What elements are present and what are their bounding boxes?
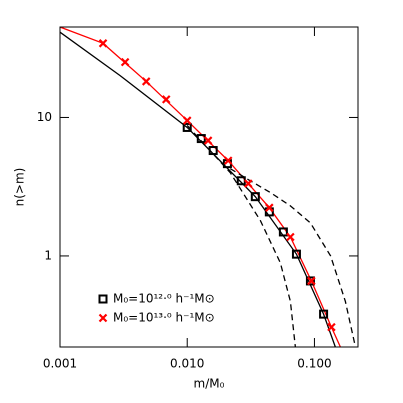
plot-area	[60, 27, 357, 347]
x-marker	[307, 276, 316, 286]
square-marker	[278, 227, 288, 237]
x-marker	[98, 39, 108, 48]
y-tick-label: 1	[44, 248, 52, 262]
x-marker	[120, 57, 130, 67]
x-marker	[141, 77, 151, 86]
solid-line	[60, 31, 336, 347]
x-marker	[265, 203, 274, 212]
square-marker	[98, 294, 108, 304]
square-marker	[182, 122, 192, 132]
square-marker	[319, 309, 329, 319]
x-marker	[286, 232, 295, 242]
x-marker	[223, 156, 233, 165]
legend-label: M₀=10¹²·⁰ h⁻¹M⊙	[113, 292, 215, 306]
x-axis-label: m/M₀	[194, 377, 225, 391]
y-axis-label: n(>m)	[13, 168, 27, 207]
legend-label: M₀=10¹³·⁰ h⁻¹M⊙	[113, 311, 215, 325]
x-marker	[244, 179, 253, 188]
x-marker	[182, 116, 192, 125]
square-marker	[208, 146, 218, 156]
y-tick-label: 10	[37, 110, 52, 124]
x-tick-label: 0.100	[297, 357, 331, 371]
x-marker	[161, 95, 171, 104]
plot-frame	[59, 26, 359, 348]
square-marker	[250, 192, 260, 202]
x-marker	[327, 322, 336, 332]
x-tick-label: 0.001	[43, 357, 77, 371]
dashed-line	[229, 168, 357, 347]
square-marker	[291, 249, 301, 259]
x-marker	[203, 136, 213, 145]
x-tick-label: 0.010	[170, 357, 204, 371]
square-marker	[305, 276, 315, 286]
x-marker	[98, 313, 108, 323]
